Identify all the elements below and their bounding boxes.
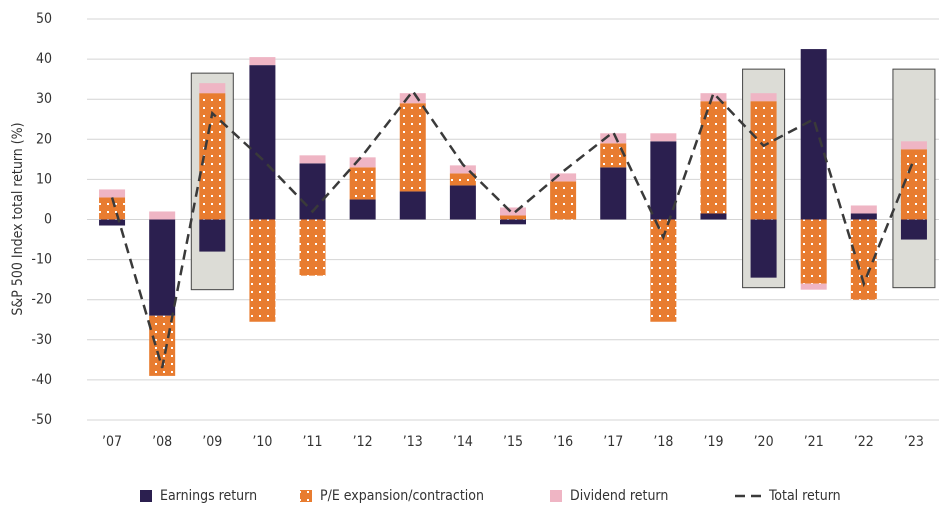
bar-segment	[249, 65, 276, 220]
bar-segment	[399, 191, 426, 220]
bar-segment	[399, 93, 426, 104]
x-tick-label: ’07	[102, 434, 122, 450]
bar-segment	[149, 219, 176, 316]
bar-segment	[800, 283, 827, 290]
bar-segment	[500, 215, 526, 220]
x-tick-label: ’08	[152, 434, 172, 450]
bar-segment	[500, 219, 526, 225]
bar-segment	[349, 199, 376, 220]
bar-segment	[600, 143, 627, 168]
bar-segment	[900, 149, 927, 220]
bar-segment	[650, 133, 677, 142]
x-tick-label: ’23	[904, 434, 924, 450]
y-tick-label: -20	[31, 292, 52, 308]
bar-segment	[750, 219, 777, 278]
x-tick-label: ’21	[804, 434, 824, 450]
bar-segment	[99, 219, 126, 226]
bar-segment	[550, 181, 577, 220]
legend-swatch	[300, 490, 312, 502]
y-tick-label: 40	[36, 51, 52, 67]
x-tick-label: ’20	[754, 434, 774, 450]
bar-segment	[349, 167, 376, 200]
x-tick-label: ’09	[202, 434, 222, 450]
bar-segment	[249, 219, 276, 322]
x-tick-label: ’18	[653, 434, 673, 450]
x-tick-label: ’17	[603, 434, 623, 450]
x-tick-label: ’13	[403, 434, 423, 450]
bar-segment	[449, 185, 476, 220]
y-tick-label: 20	[36, 131, 52, 147]
y-tick-label: 50	[36, 11, 52, 27]
bar-segment	[249, 57, 276, 66]
bar-segment	[700, 93, 727, 102]
bar-segment	[900, 219, 927, 240]
x-tick-label: ’15	[503, 434, 523, 450]
x-tick-label: ’11	[303, 434, 323, 450]
bar-segment	[700, 213, 727, 220]
x-tick-label: ’14	[453, 434, 473, 450]
legend-label: Total return	[768, 488, 841, 504]
y-tick-label: -30	[31, 332, 52, 348]
y-tick-label: 30	[36, 91, 52, 107]
x-tick-label: ’16	[553, 434, 573, 450]
bar-segment	[800, 49, 827, 220]
bar-segment	[99, 197, 126, 220]
legend-label: P/E expansion/contraction	[320, 488, 484, 504]
bar-segment	[299, 219, 326, 276]
bar-segment	[750, 93, 777, 102]
bar-segment	[449, 173, 476, 186]
bar-segment	[500, 207, 526, 216]
legend-swatch	[550, 490, 562, 502]
x-tick-label: ’19	[703, 434, 723, 450]
bar-segment	[850, 213, 877, 220]
bar-segment	[750, 101, 777, 220]
bar-segment	[650, 141, 677, 220]
total-return-line	[110, 89, 916, 369]
bar-segment	[850, 205, 877, 214]
bar-segment	[199, 219, 226, 252]
x-tick-label: ’10	[252, 434, 272, 450]
bar-segment	[199, 83, 226, 94]
y-tick-label: 10	[36, 171, 52, 187]
bar-segment	[600, 133, 627, 144]
x-tick-label: ’12	[353, 434, 373, 450]
y-tick-label: -50	[31, 412, 52, 428]
y-axis-label: S&P 500 Index total return (%)	[10, 122, 26, 315]
bar-segment	[399, 103, 426, 192]
bar-segment	[99, 189, 126, 198]
legend-swatch	[140, 490, 152, 502]
y-tick-label: -10	[31, 252, 52, 268]
bar-segment	[349, 157, 376, 168]
y-tick-label: -40	[31, 372, 52, 388]
bar-segment	[550, 173, 577, 182]
bar-segment	[700, 101, 727, 214]
bar-segment	[449, 165, 476, 174]
bar-segment	[900, 141, 927, 150]
y-tick-label: 0	[44, 212, 52, 228]
legend-label: Dividend return	[570, 488, 668, 504]
bar-segment	[299, 155, 326, 164]
bar-segment	[600, 167, 627, 220]
legend-label: Earnings return	[160, 488, 257, 504]
bar-segment	[149, 211, 176, 220]
x-tick-label: ’22	[854, 434, 874, 450]
bar-segment	[800, 219, 827, 284]
